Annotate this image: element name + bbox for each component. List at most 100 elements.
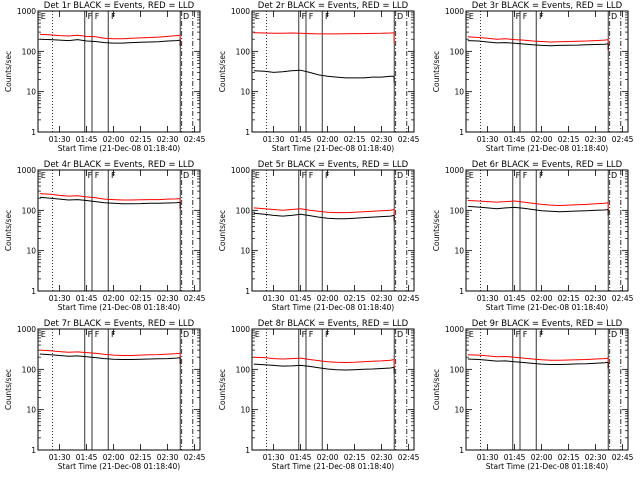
y-tick-label: 1 bbox=[459, 446, 464, 455]
x-axis-label: Start Time (21-Dec-08 01:18:40) bbox=[272, 462, 394, 471]
x-tick-label: 02:30 bbox=[371, 453, 393, 462]
events-series-line bbox=[39, 196, 181, 205]
y-axis-label: Counts/sec bbox=[4, 51, 13, 92]
y-tick-label: 100 bbox=[22, 365, 37, 374]
events-series-line bbox=[253, 212, 395, 220]
y-tick-label: 10 bbox=[454, 247, 464, 256]
event-marker-label: D bbox=[611, 330, 617, 339]
event-marker-label: F bbox=[309, 171, 314, 180]
x-tick-label: 02:00 bbox=[317, 135, 339, 144]
event-marker-label: E bbox=[41, 12, 46, 21]
event-marker-label: E bbox=[255, 330, 260, 339]
event-marker-label: F bbox=[111, 12, 116, 21]
y-tick-label: 1000 bbox=[445, 166, 464, 175]
y-tick-label: 1 bbox=[31, 446, 36, 455]
y-tick-label: 100 bbox=[450, 47, 465, 56]
events-series-line bbox=[253, 69, 395, 79]
x-tick-label: 02:30 bbox=[157, 294, 179, 303]
y-tick-label: 1 bbox=[245, 446, 250, 455]
event-marker-label: F bbox=[309, 12, 314, 21]
x-tick-label: 01:30 bbox=[477, 453, 499, 462]
panel-det-1: Det 1r BLACK = Events, RED = LLD 1 10 100 10… bbox=[4, 1, 206, 153]
event-marker-label: D bbox=[183, 171, 189, 180]
event-marker-label: D bbox=[183, 12, 189, 21]
events-series-line bbox=[39, 353, 181, 360]
x-tick-label: 02:15 bbox=[130, 135, 152, 144]
panel-det-5: Det 5r BLACK = Events, RED = LLD 1 10 100 10… bbox=[218, 160, 420, 312]
y-tick-label: 1 bbox=[31, 287, 36, 296]
x-tick-label: 01:45 bbox=[504, 453, 526, 462]
event-marker-label: F bbox=[523, 330, 528, 339]
y-axis-label: Counts/sec bbox=[218, 51, 227, 92]
event-marker-label: F bbox=[516, 330, 521, 339]
events-series-line bbox=[467, 40, 609, 47]
event-marker-label: F bbox=[325, 171, 330, 180]
lld-series-line bbox=[467, 200, 609, 207]
x-tick-label: 01:30 bbox=[263, 453, 285, 462]
event-marker-label: D bbox=[611, 171, 617, 180]
y-tick-label: 1000 bbox=[231, 325, 250, 334]
x-tick-label: 02:45 bbox=[398, 294, 420, 303]
x-tick-label: 01:30 bbox=[477, 135, 499, 144]
x-tick-label: 02:15 bbox=[130, 294, 152, 303]
event-marker-label: F bbox=[95, 171, 100, 180]
lld-series-line bbox=[253, 356, 395, 364]
event-marker-label: F bbox=[539, 330, 544, 339]
x-tick-label: 01:30 bbox=[49, 294, 71, 303]
x-tick-label: 02:15 bbox=[558, 135, 580, 144]
event-marker-label: F bbox=[111, 330, 116, 339]
x-tick-label: 02:45 bbox=[184, 135, 206, 144]
x-tick-label: 02:00 bbox=[317, 453, 339, 462]
x-tick-label: 02:45 bbox=[612, 135, 634, 144]
x-axis-label: Start Time (21-Dec-08 01:18:40) bbox=[486, 144, 608, 153]
events-series-line bbox=[467, 358, 609, 365]
x-tick-label: 02:00 bbox=[531, 294, 553, 303]
x-tick-label: 02:30 bbox=[157, 135, 179, 144]
event-marker-label: E bbox=[255, 171, 260, 180]
x-tick-label: 01:45 bbox=[76, 453, 98, 462]
x-tick-label: 01:45 bbox=[290, 453, 312, 462]
event-marker-label: F bbox=[325, 330, 330, 339]
lld-series-line bbox=[467, 36, 609, 43]
y-tick-label: 1000 bbox=[17, 7, 36, 16]
events-series-line bbox=[253, 363, 395, 371]
x-tick-label: 02:45 bbox=[612, 453, 634, 462]
event-marker-label: F bbox=[539, 171, 544, 180]
y-tick-label: 1 bbox=[245, 287, 250, 296]
x-tick-label: 02:00 bbox=[531, 453, 553, 462]
event-marker-label: F bbox=[325, 12, 330, 21]
event-marker-label: E bbox=[469, 330, 474, 339]
event-marker-label: D bbox=[183, 330, 189, 339]
x-tick-label: 02:30 bbox=[585, 294, 607, 303]
panel-title: Det 5r BLACK = Events, RED = LLD bbox=[258, 160, 409, 170]
x-tick-label: 02:15 bbox=[558, 294, 580, 303]
event-marker-label: D bbox=[611, 12, 617, 21]
y-tick-label: 100 bbox=[450, 206, 465, 215]
x-tick-label: 02:45 bbox=[184, 453, 206, 462]
event-marker-label: E bbox=[255, 12, 260, 21]
event-marker-label: D bbox=[397, 171, 403, 180]
x-tick-label: 01:30 bbox=[477, 294, 499, 303]
panel-det-9: Det 9r BLACK = Events, RED = LLD 1 10 100 10… bbox=[432, 319, 634, 471]
plot-frame bbox=[251, 169, 415, 292]
x-tick-label: 02:45 bbox=[398, 453, 420, 462]
x-tick-label: 01:45 bbox=[290, 294, 312, 303]
panel-title: Det 6r BLACK = Events, RED = LLD bbox=[472, 160, 623, 170]
y-axis-label: Counts/sec bbox=[432, 51, 441, 92]
event-marker-label: F bbox=[95, 12, 100, 21]
y-axis-label: Counts/sec bbox=[218, 210, 227, 251]
panel-title: Det 2r BLACK = Events, RED = LLD bbox=[258, 1, 409, 11]
event-marker-label: E bbox=[41, 330, 46, 339]
lld-series-line bbox=[39, 349, 181, 356]
y-tick-label: 1000 bbox=[445, 7, 464, 16]
x-tick-label: 01:30 bbox=[263, 135, 285, 144]
y-tick-label: 1000 bbox=[17, 325, 36, 334]
events-series-line bbox=[39, 38, 181, 44]
panel-det-4: Det 4r BLACK = Events, RED = LLD 1 10 100 10… bbox=[4, 160, 206, 312]
x-tick-label: 02:30 bbox=[371, 294, 393, 303]
y-tick-label: 100 bbox=[22, 47, 37, 56]
x-tick-label: 01:30 bbox=[49, 135, 71, 144]
panel-det-2: Det 2r BLACK = Events, RED = LLD 1 10 100 10… bbox=[218, 1, 420, 153]
event-marker-label: F bbox=[516, 12, 521, 21]
event-marker-label: F bbox=[88, 171, 93, 180]
